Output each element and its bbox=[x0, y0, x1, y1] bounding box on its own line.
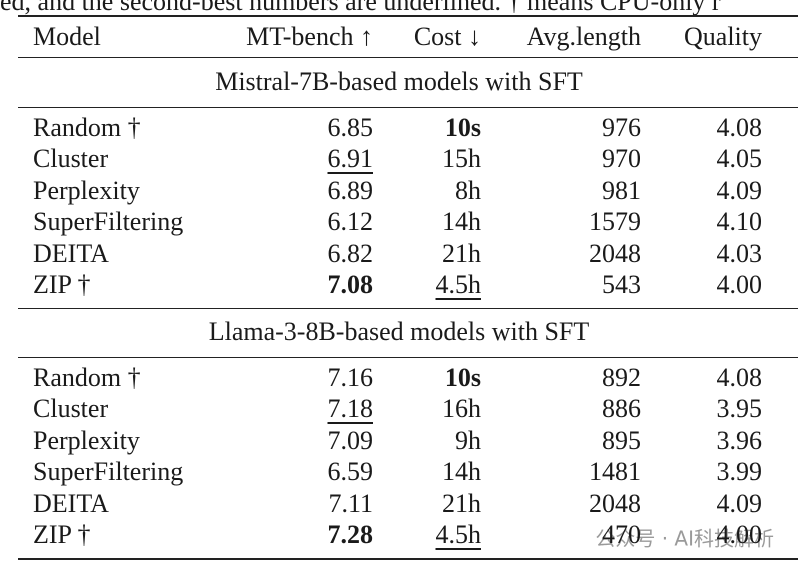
cell: 7.09 bbox=[327, 425, 374, 455]
cell: 15h bbox=[442, 144, 481, 174]
rule bbox=[18, 308, 798, 309]
cell: 543 bbox=[602, 270, 641, 299]
cell: 976 bbox=[602, 113, 641, 142]
cell: 6.89 bbox=[327, 175, 374, 205]
rule bbox=[18, 357, 798, 358]
column-header: Model bbox=[33, 22, 101, 51]
cell: 14h bbox=[442, 207, 481, 237]
cell: 981 bbox=[602, 175, 641, 205]
cell: 895 bbox=[602, 425, 641, 455]
cell: 6.82 bbox=[327, 238, 374, 268]
model-name: SuperFiltering bbox=[33, 207, 184, 237]
cell: 21h bbox=[442, 488, 481, 518]
cell: 4.00 bbox=[716, 520, 763, 549]
cell: 7.16 bbox=[327, 363, 374, 392]
model-name: DEITA bbox=[33, 488, 109, 518]
column-header: Cost ↓ bbox=[413, 22, 481, 51]
cell: 10s bbox=[444, 363, 481, 392]
model-name: DEITA bbox=[33, 238, 109, 268]
cell: 4.09 bbox=[716, 488, 763, 518]
watermark: 公众号 · AI科技解析 bbox=[595, 526, 774, 551]
cell: 6.91 bbox=[327, 144, 374, 174]
cell: 3.95 bbox=[716, 394, 763, 424]
cell: 10s bbox=[444, 113, 481, 142]
cell: 6.59 bbox=[327, 457, 374, 487]
model-name: ZIP † bbox=[33, 520, 91, 549]
cell: 6.85 bbox=[327, 113, 374, 142]
cell: 892 bbox=[602, 363, 641, 392]
cell: 1481 bbox=[589, 457, 641, 487]
cell: 7.11 bbox=[328, 488, 373, 518]
model-name: Perplexity bbox=[33, 175, 140, 205]
cell: 3.99 bbox=[716, 457, 763, 487]
cell: 8h bbox=[455, 175, 481, 205]
cell: 4.08 bbox=[716, 113, 763, 142]
cell: 7.28 bbox=[327, 520, 374, 549]
cell: 1579 bbox=[589, 207, 641, 237]
rule bbox=[18, 107, 798, 108]
model-name: Perplexity bbox=[33, 425, 140, 455]
model-name: Cluster bbox=[33, 394, 109, 424]
cell: 16h bbox=[442, 394, 481, 424]
model-name: Cluster bbox=[33, 144, 109, 174]
cell: 4.09 bbox=[716, 175, 763, 205]
cell: 7.18 bbox=[327, 394, 374, 424]
column-header: MT-bench ↑ bbox=[246, 22, 373, 51]
cell: 9h bbox=[455, 425, 481, 455]
model-name: SuperFiltering bbox=[33, 457, 184, 487]
cell: 7.08 bbox=[327, 270, 374, 299]
cell: 4.5h bbox=[435, 520, 482, 549]
cell: 470 bbox=[602, 520, 641, 549]
column-header: Quality bbox=[684, 22, 762, 51]
cell: 2048 bbox=[589, 238, 641, 268]
cell: 4.08 bbox=[716, 363, 763, 392]
cell: 4.05 bbox=[716, 144, 763, 174]
model-name: Random † bbox=[33, 363, 141, 392]
section-title: Llama-3-8B-based models with SFT bbox=[208, 317, 590, 346]
cell: 4.5h bbox=[435, 270, 482, 299]
section-title: Mistral-7B-based models with SFT bbox=[215, 67, 583, 96]
cell: 4.00 bbox=[716, 270, 763, 299]
cell: 886 bbox=[602, 394, 641, 424]
cell: 21h bbox=[442, 238, 481, 268]
rule bbox=[18, 57, 798, 58]
cell: 14h bbox=[442, 457, 481, 487]
model-name: ZIP † bbox=[33, 270, 91, 299]
cell: 4.03 bbox=[716, 238, 763, 268]
bottom-rule bbox=[18, 558, 798, 560]
column-header: Avg.length bbox=[526, 22, 641, 51]
caption: ed, and the second-best numbers are unde… bbox=[0, 0, 721, 16]
cell: 2048 bbox=[589, 488, 641, 518]
cell: 970 bbox=[602, 144, 641, 174]
model-name: Random † bbox=[33, 113, 141, 142]
cell: 4.10 bbox=[716, 207, 763, 237]
top-rule bbox=[18, 15, 798, 17]
cell: 3.96 bbox=[716, 425, 763, 455]
cell: 6.12 bbox=[327, 207, 374, 237]
